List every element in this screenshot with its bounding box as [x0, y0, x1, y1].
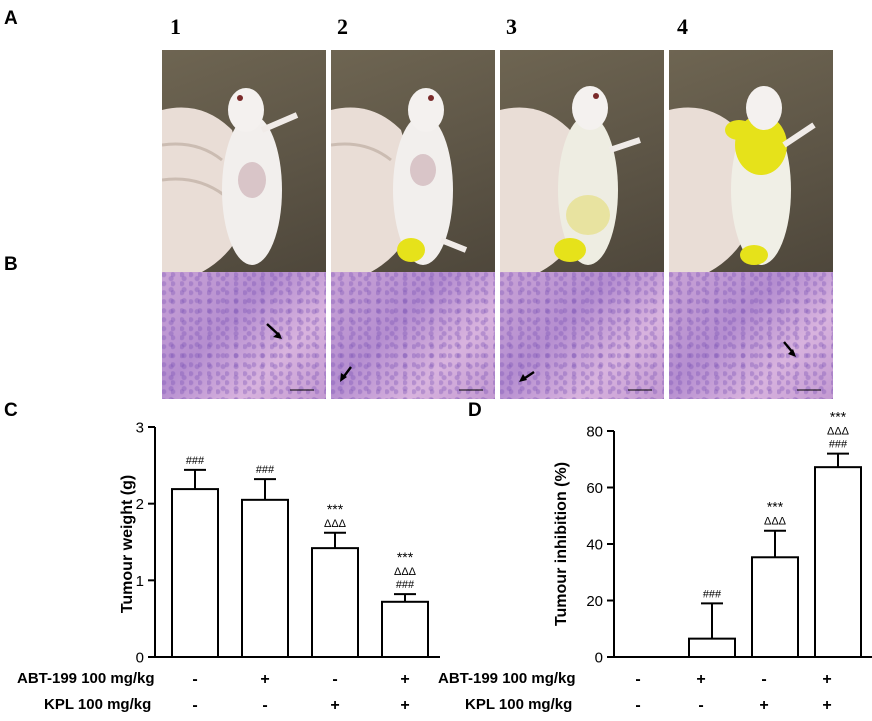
treatment-sign-c: + [260, 671, 270, 688]
treatment-sign-c: - [262, 697, 268, 714]
chart-d-tick-label: 80 [586, 424, 603, 441]
chart-d-ylabel: Tumour inhibition (%) [553, 462, 570, 626]
treatment-sign-c: - [192, 697, 198, 714]
chart-c-tick-label: 1 [136, 573, 144, 590]
treatment-sign-d: - [761, 671, 767, 688]
histology-image-1 [162, 272, 326, 399]
photo-number-1: 1 [170, 14, 181, 39]
chart-c-significance-label: ΔΔΔ [394, 566, 417, 578]
treatment-sign-d: + [822, 697, 832, 714]
chart-c-significance-label: ### [186, 455, 205, 467]
histology-image-3 [500, 272, 664, 399]
chart-d-bar [814, 466, 862, 658]
mouse-photo-1 [162, 50, 326, 272]
treatment-sign-c: + [330, 697, 340, 714]
treatment-row-abt-d: ABT-199 100 mg/kg [438, 670, 576, 687]
mouse-photo-2 [331, 50, 495, 272]
chart-d-bar [751, 556, 799, 658]
chart-d-tick-label: 20 [586, 593, 603, 610]
treatment-sign-d: - [635, 671, 641, 688]
chart-c-significance-label: ### [396, 579, 415, 591]
chart-d-significance-label: *** [830, 409, 847, 425]
histology-image-4 [669, 272, 833, 399]
chart-d-significance-label: ΔΔΔ [827, 426, 850, 438]
treatment-sign-c: - [192, 671, 198, 688]
panel-label-d: D [468, 400, 482, 421]
chart-d-tick-label: 40 [586, 537, 603, 554]
chart-d-significance-label: *** [767, 499, 784, 515]
chart-c-significance-label: *** [397, 549, 414, 565]
chart-d-significance-label: ΔΔΔ [764, 516, 787, 528]
chart-c-tick-label: 0 [136, 650, 144, 667]
treatment-sign-d: + [822, 671, 832, 688]
chart-d-bar [688, 637, 736, 658]
treatment-sign-c: - [332, 671, 338, 688]
histology-image-2 [331, 272, 495, 399]
treatment-sign-d: + [759, 697, 769, 714]
treatment-row-kpl-c: KPL 100 mg/kg [44, 696, 152, 713]
chart-c-bar [241, 498, 289, 659]
panel-label-c: C [4, 400, 18, 421]
chart-c-bar [171, 488, 219, 658]
photo-number-2: 2 [337, 14, 348, 39]
chart-c-bar [381, 600, 429, 659]
treatment-sign-c: + [400, 671, 410, 688]
treatment-sign-d: - [635, 697, 641, 714]
mouse-photo-3 [500, 50, 664, 272]
treatment-sign-c: + [400, 697, 410, 714]
chart-c-significance-label: *** [327, 501, 344, 517]
panel-label-b: B [4, 254, 18, 275]
photo-number-3: 3 [506, 14, 517, 39]
chart-c-bar [311, 547, 359, 658]
chart-c-significance-label: ### [256, 464, 275, 476]
chart-c-tick-label: 2 [136, 496, 144, 513]
chart-d-tick-label: 0 [595, 650, 603, 667]
mouse-photo-4 [669, 50, 833, 272]
chart-d-significance-label: ### [829, 439, 848, 451]
chart-c-ylabel: Tumour weight (g) [119, 475, 136, 613]
photo-number-4: 4 [677, 14, 688, 39]
treatment-sign-d: + [696, 671, 706, 688]
panel-label-a: A [4, 8, 18, 29]
chart-c-tick-label: 3 [136, 420, 144, 437]
treatment-row-kpl-d: KPL 100 mg/kg [465, 696, 573, 713]
chart-c-significance-label: ΔΔΔ [324, 518, 347, 530]
chart-d-tick-label: 60 [586, 480, 603, 497]
treatment-row-abt-c: ABT-199 100 mg/kg [17, 670, 155, 687]
treatment-sign-d: - [698, 697, 704, 714]
chart-d-significance-label: ### [703, 588, 722, 600]
